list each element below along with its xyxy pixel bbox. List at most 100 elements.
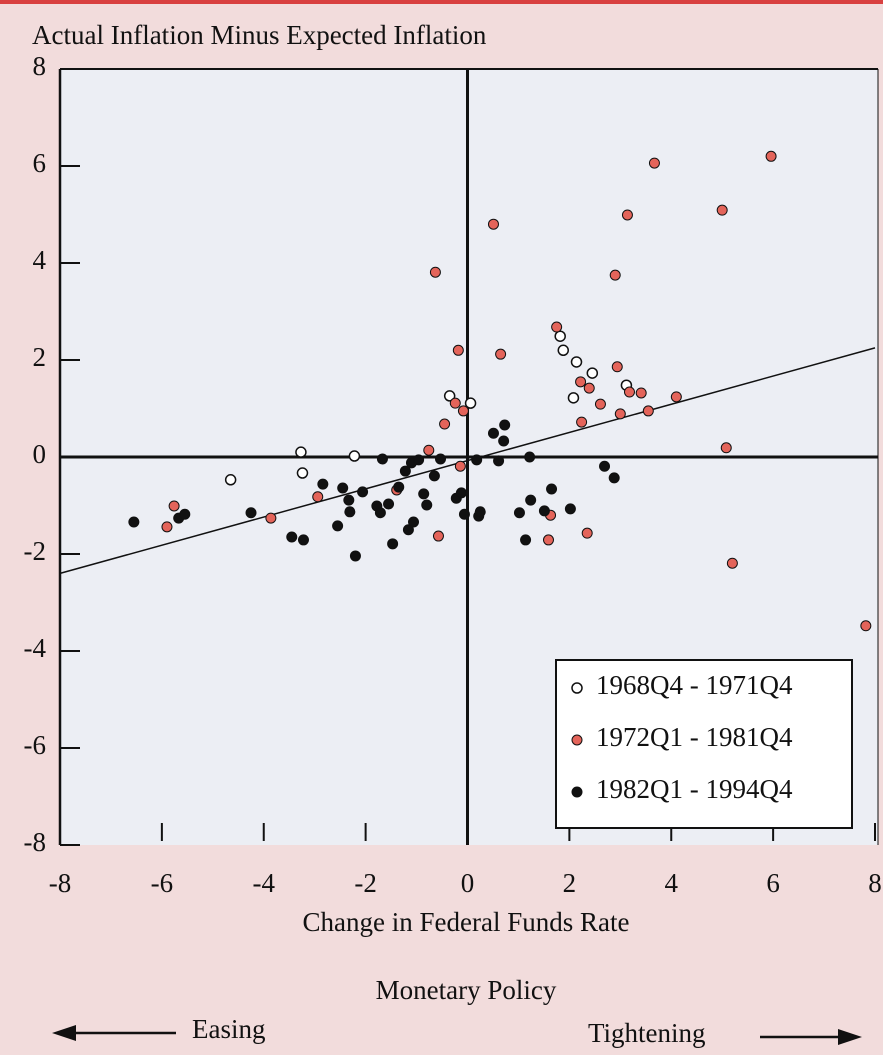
- x-tick-label: -4: [253, 868, 276, 898]
- point: [471, 454, 483, 466]
- y-tick-label: -2: [24, 536, 47, 566]
- point: [349, 550, 361, 562]
- point: [418, 488, 430, 500]
- point: [621, 209, 633, 221]
- legend-label: 1972Q1 - 1981Q4: [596, 722, 793, 752]
- point: [357, 486, 369, 498]
- point: [332, 520, 344, 532]
- point: [464, 397, 477, 409]
- point: [348, 450, 361, 462]
- annotation: Monetary Policy: [376, 975, 557, 1005]
- point: [374, 507, 386, 519]
- point: [421, 499, 433, 511]
- point: [128, 516, 140, 528]
- point: [312, 491, 324, 503]
- chart-title: Actual Inflation Minus Expected Inflatio…: [32, 20, 487, 50]
- point: [429, 266, 441, 278]
- point: [716, 204, 728, 216]
- point: [720, 442, 732, 454]
- x-tick-label: -2: [354, 868, 377, 898]
- point: [567, 392, 580, 404]
- point: [487, 218, 499, 230]
- point: [455, 487, 467, 499]
- legend-marker: [571, 786, 583, 798]
- point: [635, 387, 647, 399]
- point: [224, 474, 237, 486]
- point: [458, 508, 470, 520]
- x-tick-label: -8: [49, 868, 72, 898]
- legend-box: [555, 659, 853, 829]
- legend-label: 1968Q4 - 1971Q4: [596, 670, 793, 700]
- point: [168, 500, 180, 512]
- point: [642, 405, 654, 417]
- point: [297, 534, 309, 546]
- legend-label: 1982Q1 - 1994Q4: [596, 774, 793, 804]
- point: [860, 620, 872, 632]
- legend-marker: [571, 734, 583, 746]
- tightening-arrow: [760, 1029, 862, 1045]
- point: [570, 356, 583, 368]
- point: [498, 435, 510, 447]
- point: [383, 498, 395, 510]
- point: [583, 382, 595, 394]
- point: [435, 453, 447, 465]
- y-tick-label: 2: [33, 342, 47, 372]
- point: [408, 516, 420, 528]
- y-tick-label: -6: [24, 730, 47, 760]
- point: [413, 454, 425, 466]
- point: [648, 157, 660, 169]
- point: [337, 482, 349, 494]
- point: [495, 348, 507, 360]
- top-rule: [0, 0, 883, 4]
- easing-arrow: [52, 1025, 176, 1041]
- point: [611, 361, 623, 373]
- y-tick-label: -8: [24, 827, 47, 857]
- point: [296, 467, 309, 479]
- point: [623, 386, 635, 398]
- point: [493, 455, 505, 467]
- x-tick-label: 8: [868, 868, 882, 898]
- x-axis-label: Change in Federal Funds Rate: [303, 907, 630, 937]
- point: [428, 470, 440, 482]
- point: [265, 512, 277, 524]
- annotation: Easing: [192, 1014, 266, 1044]
- point: [295, 446, 307, 458]
- point: [542, 534, 554, 546]
- point: [487, 427, 499, 439]
- point: [599, 460, 611, 472]
- point: [286, 531, 298, 543]
- point: [499, 419, 511, 431]
- x-tick-label: 4: [665, 868, 679, 898]
- point: [387, 538, 399, 550]
- point: [546, 483, 558, 495]
- point: [513, 507, 525, 519]
- point: [524, 451, 536, 463]
- x-tick-label: 0: [461, 868, 475, 898]
- point: [245, 507, 257, 519]
- point: [576, 416, 588, 428]
- x-tick-label: 2: [563, 868, 577, 898]
- point: [586, 367, 599, 379]
- point: [449, 397, 461, 409]
- point: [179, 508, 191, 520]
- point: [443, 390, 456, 402]
- point: [474, 506, 486, 518]
- point: [581, 527, 593, 539]
- point: [376, 453, 388, 465]
- point: [551, 321, 563, 333]
- x-tick-label: 6: [766, 868, 780, 898]
- y-tick-label: 8: [33, 51, 47, 81]
- annotation: Tightening: [588, 1018, 706, 1048]
- point: [765, 150, 777, 162]
- point: [343, 494, 355, 506]
- point: [670, 391, 682, 403]
- point: [399, 465, 411, 477]
- point: [452, 344, 464, 356]
- point: [520, 534, 532, 546]
- point: [575, 376, 587, 388]
- point: [439, 418, 451, 430]
- point: [454, 460, 466, 472]
- legend-marker: [571, 682, 583, 694]
- point: [608, 472, 620, 484]
